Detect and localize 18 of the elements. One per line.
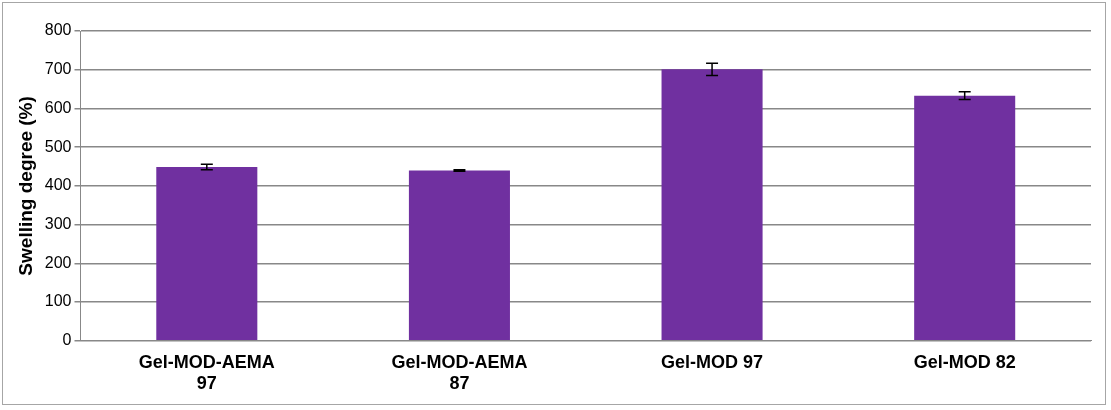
y-tick-label: 500 [44,137,72,155]
y-tick-label: 800 [44,21,72,39]
y-axis-title: Swelling degree (%) [14,96,36,276]
y-tick-label: 0 [62,331,72,349]
x-tick-label: Gel-MOD-AEMA 97 [138,351,275,394]
y-tick-label: 200 [44,253,72,271]
y-tick-label: 400 [44,176,72,194]
y-tick-label: 600 [44,98,72,116]
x-tick-label: Gel-MOD-AEMA 87 [391,351,528,394]
bar [156,166,258,341]
y-tick-label: 100 [44,292,72,310]
y-tick-label: 300 [44,215,72,233]
x-tick-label: Gel-MOD 97 [661,351,764,372]
bar [661,69,763,341]
bar [914,95,1016,341]
x-tick-label: Gel-MOD 82 [913,351,1016,372]
y-tick-label: 700 [44,60,72,78]
bar [408,170,510,341]
